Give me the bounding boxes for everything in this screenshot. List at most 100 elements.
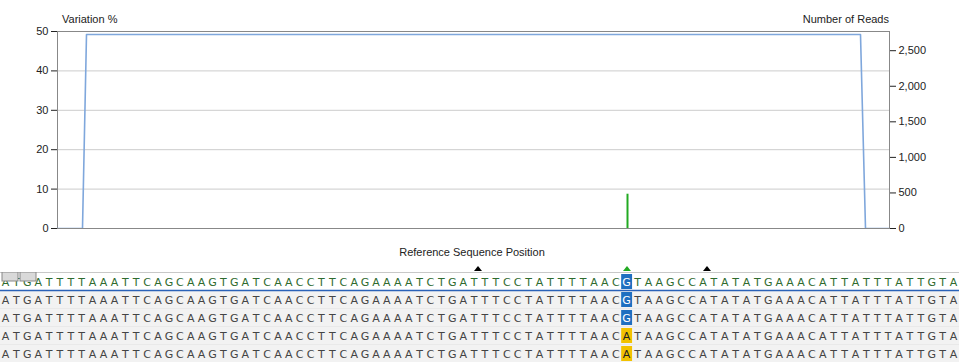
svg-text:C: C: [427, 276, 435, 289]
svg-text:A: A: [699, 312, 707, 325]
svg-text:T: T: [317, 276, 325, 289]
svg-text:C: C: [503, 276, 511, 289]
svg-text:T: T: [481, 312, 489, 325]
svg-text:A: A: [797, 276, 805, 289]
svg-text:C: C: [143, 276, 151, 289]
svg-text:A: A: [34, 294, 42, 307]
svg-text:G: G: [927, 276, 936, 289]
svg-text:0: 0: [42, 222, 48, 234]
svg-text:T: T: [252, 312, 260, 325]
svg-text:T: T: [840, 312, 848, 325]
svg-text:G: G: [764, 312, 773, 325]
svg-text:G: G: [448, 348, 457, 361]
svg-text:C: C: [307, 294, 315, 307]
svg-text:A: A: [852, 312, 860, 325]
svg-text:C: C: [296, 276, 304, 289]
svg-text:T: T: [829, 276, 837, 289]
svg-text:T: T: [437, 348, 445, 361]
svg-text:G: G: [764, 294, 773, 307]
svg-text:A: A: [623, 330, 631, 343]
svg-text:G: G: [666, 330, 675, 343]
svg-text:A: A: [285, 294, 293, 307]
svg-text:A: A: [743, 312, 751, 325]
svg-text:A: A: [852, 294, 860, 307]
svg-text:G: G: [764, 330, 773, 343]
svg-text:T: T: [884, 276, 892, 289]
svg-text:A: A: [645, 330, 653, 343]
svg-text:G: G: [23, 294, 32, 307]
svg-text:A: A: [241, 276, 249, 289]
svg-text:T: T: [524, 348, 532, 361]
svg-text:A: A: [100, 348, 108, 361]
svg-text:T: T: [252, 294, 260, 307]
svg-text:C: C: [612, 276, 620, 289]
svg-text:A: A: [895, 312, 903, 325]
svg-text:A: A: [852, 348, 860, 361]
svg-text:C: C: [688, 294, 696, 307]
svg-text:A: A: [394, 294, 402, 307]
svg-text:A: A: [154, 276, 162, 289]
svg-text:T: T: [633, 330, 641, 343]
svg-text:T: T: [132, 276, 140, 289]
svg-text:A: A: [89, 294, 97, 307]
svg-text:G: G: [764, 276, 773, 289]
svg-text:T: T: [415, 312, 423, 325]
svg-text:A: A: [350, 312, 358, 325]
svg-text:A: A: [819, 312, 827, 325]
svg-text:A: A: [285, 276, 293, 289]
svg-text:C: C: [808, 294, 816, 307]
svg-text:A: A: [536, 348, 544, 361]
svg-text:T: T: [916, 294, 924, 307]
svg-text:A: A: [743, 330, 751, 343]
svg-text:G: G: [230, 312, 239, 325]
svg-text:C: C: [296, 348, 304, 361]
svg-text:C: C: [296, 330, 304, 343]
svg-text:G: G: [361, 330, 370, 343]
svg-text:T: T: [491, 276, 499, 289]
svg-text:T: T: [840, 276, 848, 289]
svg-text:A: A: [111, 348, 119, 361]
svg-text:A: A: [285, 330, 293, 343]
svg-text:T: T: [219, 348, 227, 361]
svg-text:G: G: [622, 312, 631, 325]
svg-text:A: A: [797, 312, 805, 325]
svg-text:T: T: [491, 330, 499, 343]
svg-text:C: C: [143, 312, 151, 325]
svg-text:T: T: [132, 330, 140, 343]
svg-text:C: C: [339, 294, 347, 307]
svg-text:T: T: [132, 294, 140, 307]
svg-text:T: T: [328, 348, 336, 361]
svg-text:C: C: [176, 348, 184, 361]
svg-text:G: G: [230, 294, 239, 307]
svg-text:C: C: [263, 330, 271, 343]
svg-text:T: T: [862, 330, 870, 343]
svg-text:G: G: [622, 294, 631, 307]
svg-text:G: G: [927, 312, 936, 325]
svg-text:A: A: [601, 276, 609, 289]
svg-text:A: A: [372, 276, 380, 289]
svg-text:T: T: [415, 276, 423, 289]
svg-text:T: T: [470, 348, 478, 361]
svg-text:A: A: [111, 330, 119, 343]
svg-text:T: T: [219, 294, 227, 307]
svg-text:T: T: [557, 312, 565, 325]
svg-text:G: G: [165, 294, 174, 307]
svg-text:T: T: [709, 348, 717, 361]
svg-text:T: T: [884, 330, 892, 343]
svg-text:T: T: [491, 294, 499, 307]
svg-text:T: T: [470, 276, 478, 289]
svg-text:T: T: [938, 312, 946, 325]
svg-text:T: T: [252, 276, 260, 289]
svg-text:T: T: [873, 330, 881, 343]
svg-text:T: T: [579, 276, 587, 289]
svg-text:G: G: [927, 330, 936, 343]
svg-text:A: A: [743, 276, 751, 289]
svg-text:T: T: [252, 330, 260, 343]
svg-text:A: A: [775, 276, 783, 289]
svg-text:10: 10: [36, 183, 48, 195]
svg-text:T: T: [328, 294, 336, 307]
svg-text:A: A: [274, 348, 282, 361]
svg-text:A: A: [198, 330, 206, 343]
svg-text:A: A: [383, 348, 391, 361]
svg-text:A: A: [656, 330, 664, 343]
